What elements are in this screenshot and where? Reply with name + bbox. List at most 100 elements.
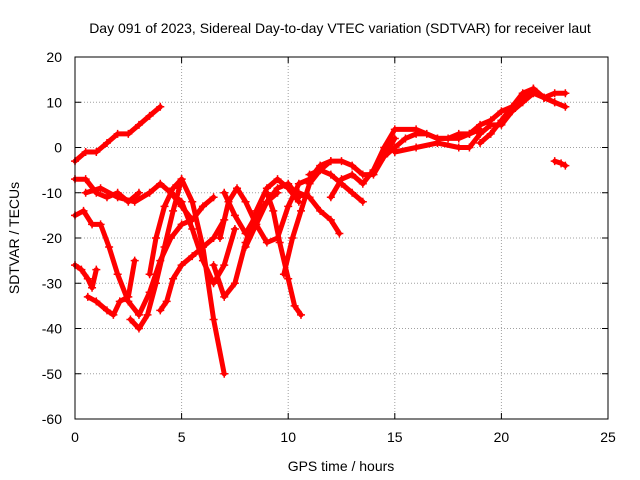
data-point — [156, 102, 165, 111]
data-point — [124, 292, 133, 301]
data-point — [348, 188, 357, 197]
data-point — [160, 243, 169, 252]
data-point — [454, 143, 463, 152]
data-point — [305, 193, 314, 202]
data-point — [508, 102, 517, 111]
data-point — [177, 261, 186, 270]
data-point — [241, 229, 250, 238]
data-point — [326, 157, 335, 166]
data-point — [166, 188, 175, 197]
data-point — [220, 261, 229, 270]
data-point — [326, 170, 335, 179]
data-point — [177, 197, 186, 206]
data-point — [241, 243, 250, 252]
y-tick-label: 10 — [46, 94, 62, 110]
data-point — [113, 193, 122, 202]
data-point — [83, 274, 92, 283]
data-point — [262, 238, 271, 247]
data-point — [284, 274, 293, 283]
data-point — [433, 138, 442, 147]
data-point — [209, 279, 218, 288]
data-point — [518, 98, 527, 107]
data-point — [92, 148, 101, 157]
series-line-trace-15 — [264, 190, 304, 318]
data-point — [241, 197, 250, 206]
data-point — [305, 170, 314, 179]
data-point — [486, 120, 495, 129]
data-point — [390, 148, 399, 157]
data-point — [518, 89, 527, 98]
data-point — [284, 202, 293, 211]
data-point — [557, 159, 566, 168]
y-tick-label: 20 — [46, 49, 62, 65]
data-point — [550, 89, 559, 98]
data-point — [124, 129, 133, 138]
data-point — [380, 143, 389, 152]
data-point — [152, 234, 161, 242]
data-point — [143, 310, 152, 319]
data-point — [188, 224, 197, 233]
x-tick-label: 5 — [178, 429, 186, 445]
data-point — [145, 270, 154, 279]
y-tick-label: -20 — [42, 230, 62, 246]
data-point — [152, 279, 161, 288]
data-point — [162, 297, 171, 306]
data-point — [273, 175, 282, 184]
data-point — [126, 315, 135, 324]
data-point — [156, 179, 165, 188]
data-point — [296, 206, 305, 215]
data-point — [188, 252, 197, 261]
data-point — [102, 193, 111, 202]
chart-title: Day 091 of 2023, Sidereal Day-to-day VTE… — [89, 20, 591, 36]
series-line-trace-14 — [243, 181, 302, 250]
data-point — [134, 324, 143, 333]
data-point — [412, 143, 421, 152]
data-point — [294, 188, 303, 197]
data-point — [102, 138, 111, 147]
data-point — [177, 220, 186, 229]
data-point — [198, 256, 207, 265]
data-point — [358, 179, 367, 188]
data-point — [209, 315, 218, 324]
data-point — [209, 193, 218, 202]
data-point — [288, 234, 297, 242]
data-point — [130, 197, 139, 206]
data-point — [169, 184, 178, 193]
data-point — [465, 129, 474, 138]
data-point — [412, 125, 421, 134]
data-point — [326, 215, 335, 224]
data-point — [454, 134, 463, 143]
data-point — [335, 229, 344, 238]
data-point — [109, 310, 118, 319]
data-point — [160, 202, 169, 211]
data-point — [113, 129, 122, 138]
data-point — [230, 279, 239, 288]
data-point — [81, 148, 90, 157]
data-point — [273, 184, 282, 193]
data-point — [83, 292, 92, 301]
data-point — [102, 306, 111, 315]
data-point — [96, 220, 105, 229]
data-point — [215, 234, 224, 242]
data-point — [198, 202, 207, 211]
data-point — [337, 179, 346, 188]
data-point — [177, 175, 186, 184]
data-point — [134, 310, 143, 319]
data-point — [134, 188, 143, 197]
series-line-trace-12 — [217, 158, 334, 245]
x-axis-label: GPS time / hours — [288, 458, 395, 474]
data-point — [81, 175, 90, 184]
data-point — [269, 206, 278, 215]
series-line-trace-22 — [477, 86, 558, 146]
data-point — [337, 157, 346, 166]
data-point — [79, 206, 88, 215]
data-point — [348, 170, 357, 179]
data-point — [296, 310, 305, 319]
data-point — [390, 125, 399, 134]
y-axis-label: SDTVAR / TECUs — [6, 182, 22, 294]
data-point — [561, 89, 570, 98]
data-point — [550, 157, 559, 166]
x-tick-label: 10 — [280, 429, 296, 445]
data-point — [230, 224, 239, 233]
